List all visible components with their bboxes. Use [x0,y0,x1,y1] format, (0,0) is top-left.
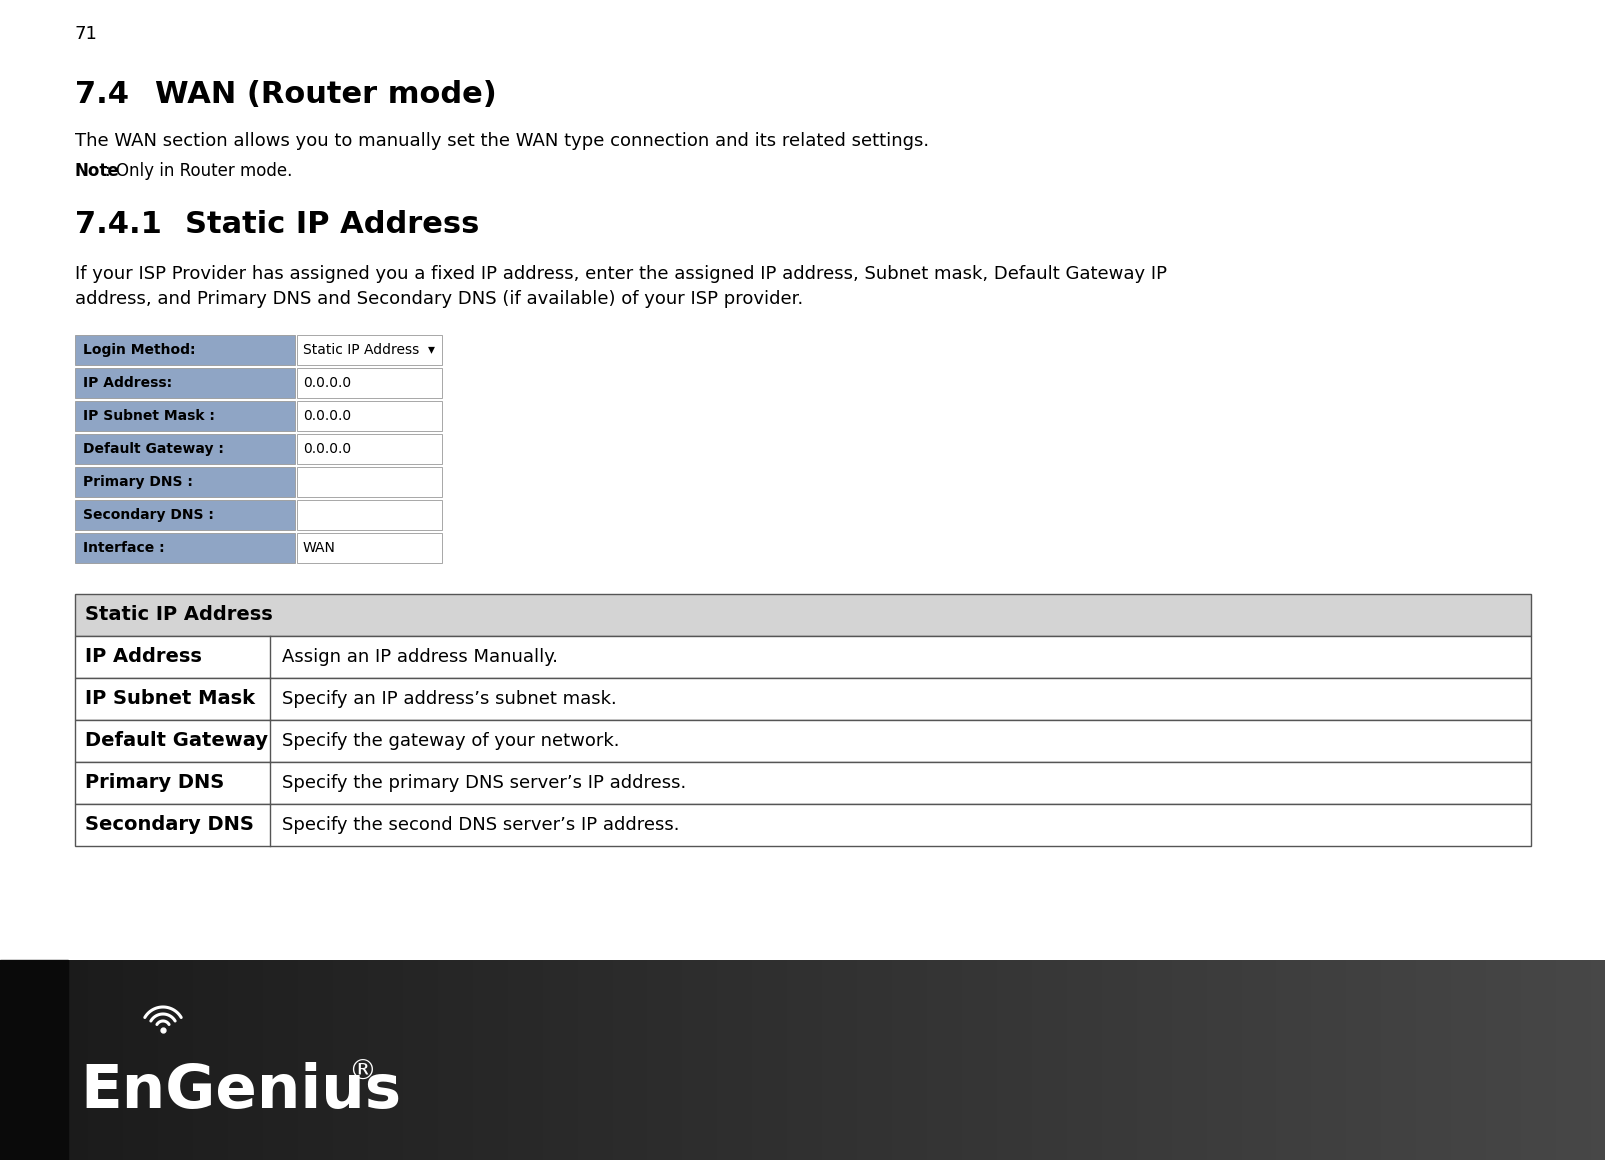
Bar [75,467,295,496]
Text: 0.0.0.0: 0.0.0.0 [303,376,351,390]
Text: 71: 71 [75,26,98,43]
Text: IP Subnet Mask: IP Subnet Mask [85,689,255,709]
Bar [75,434,295,464]
Text: Default Gateway :: Default Gateway : [83,442,223,456]
Bar [297,401,441,432]
Text: 0.0.0.0: 0.0.0.0 [303,442,351,456]
Bar [75,677,1530,720]
Text: IP Subnet Mask :: IP Subnet Mask : [83,409,215,423]
Bar [75,500,295,530]
Text: ®: ® [348,1058,376,1086]
Text: address, and Primary DNS and Secondary DNS (if available) of your ISP provider.: address, and Primary DNS and Secondary D… [75,290,802,309]
Text: If your ISP Provider has assigned you a fixed IP address, enter the assigned IP : If your ISP Provider has assigned you a … [75,264,1167,283]
Text: : Only in Router mode.: : Only in Router mode. [104,162,292,180]
Text: Interface :: Interface : [83,541,165,554]
Text: Note: Note [75,162,120,180]
Text: Secondary DNS: Secondary DNS [85,815,254,834]
Bar [297,500,441,530]
Bar [75,720,1530,762]
Text: 7.4: 7.4 [75,80,128,109]
Text: Specify the primary DNS server’s IP address.: Specify the primary DNS server’s IP addr… [282,774,685,792]
Bar [0,960,67,1160]
Text: Specify the second DNS server’s IP address.: Specify the second DNS server’s IP addre… [282,815,679,834]
Text: WAN (Router mode): WAN (Router mode) [156,80,496,109]
Text: Primary DNS: Primary DNS [85,774,225,792]
Text: IP Address:: IP Address: [83,376,172,390]
Bar [75,401,295,432]
Text: Static IP Address: Static IP Address [185,210,478,239]
Text: Static IP Address: Static IP Address [85,606,273,624]
Text: Specify an IP address’s subnet mask.: Specify an IP address’s subnet mask. [282,690,616,708]
Bar [75,762,1530,804]
Bar [297,368,441,398]
Text: EnGenius: EnGenius [80,1063,401,1121]
Text: Default Gateway: Default Gateway [85,732,268,751]
Bar [75,532,295,563]
Text: WAN: WAN [303,541,335,554]
Text: Secondary DNS :: Secondary DNS : [83,508,213,522]
Text: Static IP Address  ▾: Static IP Address ▾ [303,343,435,357]
Text: Specify the gateway of your network.: Specify the gateway of your network. [282,732,620,751]
Text: Assign an IP address Manually.: Assign an IP address Manually. [282,648,557,666]
Bar [75,804,1530,846]
Text: 0.0.0.0: 0.0.0.0 [303,409,351,423]
Bar [75,594,1530,636]
Text: 7.4.1: 7.4.1 [75,210,162,239]
Bar [75,636,1530,677]
Bar [75,368,295,398]
Bar [75,335,295,365]
Bar [297,467,441,496]
Bar [297,532,441,563]
Bar [297,335,441,365]
Text: The WAN section allows you to manually set the WAN type connection and its relat: The WAN section allows you to manually s… [75,132,929,150]
Text: Primary DNS :: Primary DNS : [83,474,193,490]
Bar [297,434,441,464]
Text: IP Address: IP Address [85,647,202,667]
Text: Login Method:: Login Method: [83,343,196,357]
